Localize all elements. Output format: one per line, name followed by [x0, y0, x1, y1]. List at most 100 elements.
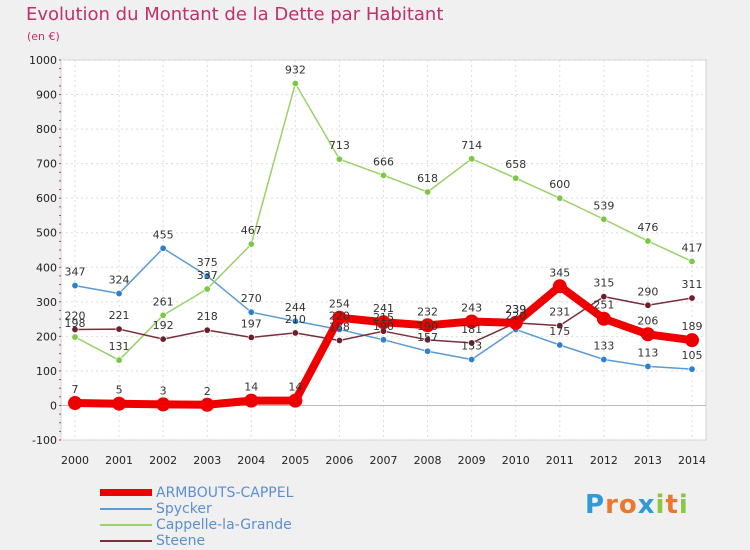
data-label: 290	[637, 285, 658, 298]
data-label: 251	[593, 299, 614, 312]
data-label: 5	[116, 384, 123, 397]
data-point	[159, 244, 167, 252]
x-tick-label: 2003	[193, 454, 221, 467]
data-label: 215	[373, 311, 394, 324]
data-point	[600, 215, 608, 223]
data-point	[71, 282, 79, 290]
logo-letter: i	[678, 490, 689, 520]
data-label: 221	[109, 309, 130, 322]
data-label: 658	[505, 158, 526, 171]
data-point	[203, 285, 211, 293]
data-point	[556, 322, 564, 330]
data-label: 105	[682, 349, 703, 362]
data-label: 315	[593, 277, 614, 290]
data-label: 190	[417, 320, 438, 333]
data-label: 210	[285, 313, 306, 326]
data-point	[420, 318, 435, 333]
y-tick-label: 900	[36, 89, 57, 102]
data-label: 220	[329, 309, 350, 322]
data-label: 157	[417, 331, 438, 344]
y-tick-label: 500	[36, 227, 57, 240]
data-label: 241	[373, 302, 394, 315]
legend-swatch-spycker	[100, 508, 152, 510]
data-label: 261	[153, 295, 174, 308]
y-tick-label: 200	[36, 330, 57, 343]
data-label: 467	[241, 224, 262, 237]
data-point	[200, 397, 215, 412]
data-label: 181	[461, 323, 482, 336]
legend-swatch-cappelle-la-grande	[100, 524, 152, 526]
data-point	[156, 397, 171, 412]
data-point	[600, 356, 608, 364]
data-point	[552, 279, 567, 294]
data-point	[600, 293, 608, 301]
data-label: 133	[593, 340, 614, 353]
data-label: 455	[153, 228, 174, 241]
data-point	[688, 257, 696, 265]
data-label: 375	[197, 256, 218, 269]
data-point	[644, 301, 652, 309]
data-label: 188	[329, 321, 350, 334]
data-label: 243	[461, 302, 482, 315]
data-label: 714	[461, 139, 482, 152]
data-point	[640, 327, 655, 342]
data-label: 618	[417, 172, 438, 185]
data-point	[556, 341, 564, 349]
data-label: 337	[197, 269, 218, 282]
x-tick-label: 2010	[502, 454, 530, 467]
data-label: 218	[197, 310, 218, 323]
data-point	[247, 333, 255, 341]
data-label: 932	[285, 63, 306, 76]
data-label: 14	[288, 381, 302, 394]
data-label: 192	[153, 319, 174, 332]
data-label: 231	[549, 306, 570, 319]
x-tick-label: 2009	[458, 454, 486, 467]
data-label: 666	[373, 155, 394, 168]
data-point	[112, 396, 127, 411]
data-label: 3	[160, 384, 167, 397]
data-label: 190	[373, 320, 394, 333]
y-tick-label: 700	[36, 158, 57, 171]
data-point	[424, 188, 432, 196]
y-tick-label: 800	[36, 123, 57, 136]
data-label: 476	[637, 221, 658, 234]
data-label: 7	[72, 383, 79, 396]
data-point	[203, 326, 211, 334]
data-point	[464, 314, 479, 329]
data-point	[247, 240, 255, 248]
data-point	[291, 329, 299, 337]
data-point	[68, 396, 82, 411]
y-tick-label: -100	[32, 434, 57, 447]
y-tick-label: 0	[50, 399, 57, 412]
legend-swatch-armbouts-cappel	[100, 489, 152, 496]
data-point	[688, 294, 696, 302]
y-tick-label: 100	[36, 365, 57, 378]
logo-letter: o	[618, 490, 638, 520]
x-tick-label: 2011	[546, 454, 574, 467]
data-label: 189	[682, 320, 703, 333]
data-label: 113	[637, 346, 658, 359]
x-tick-label: 2001	[105, 454, 133, 467]
data-label: 220	[505, 309, 526, 322]
data-point	[688, 365, 696, 373]
data-point	[335, 337, 343, 345]
x-tick-label: 2008	[414, 454, 442, 467]
data-point	[685, 333, 699, 348]
x-tick-label: 2006	[325, 454, 353, 467]
data-label: 254	[329, 298, 350, 311]
data-label: 347	[65, 266, 86, 279]
x-tick-label: 2005	[281, 454, 309, 467]
data-point	[379, 171, 387, 179]
logo-letter: t	[665, 490, 679, 520]
x-tick-label: 2014	[678, 454, 706, 467]
data-point	[335, 155, 343, 163]
x-tick-label: 2000	[61, 454, 89, 467]
y-tick-label: 1000	[29, 54, 57, 67]
data-point	[644, 362, 652, 370]
y-tick-label: 600	[36, 192, 57, 205]
legend-swatch-steene	[100, 540, 152, 542]
chart-unit: (en €)	[27, 30, 60, 43]
data-label: 239	[505, 303, 526, 316]
